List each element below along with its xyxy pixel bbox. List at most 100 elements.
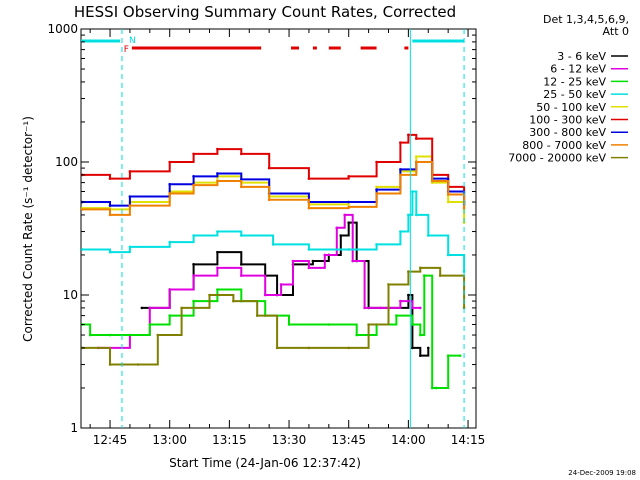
- y-axis-label: Corrected Count Rate (s⁻¹ detector⁻¹): [21, 116, 35, 342]
- series-point-8: [136, 363, 140, 366]
- series-point-3: [128, 245, 132, 249]
- series-point-3: [271, 243, 275, 246]
- series-point-3: [375, 243, 378, 246]
- series-point-7: [307, 206, 311, 210]
- y-tick-label: 10: [63, 288, 78, 302]
- legend-label-4: 50 - 100 keV: [536, 101, 606, 114]
- footer-timestamp: 24-Dec-2009 19:08: [568, 469, 636, 477]
- series-point-8: [462, 306, 466, 310]
- series-point-6: [168, 182, 172, 186]
- series-point-1: [399, 299, 402, 303]
- series-point-1: [323, 253, 327, 257]
- series-point-6: [128, 195, 132, 198]
- series-point-3: [307, 248, 311, 251]
- series-point-1: [335, 226, 339, 230]
- series-point-3: [192, 234, 195, 237]
- series-point-8: [255, 314, 259, 317]
- series-point-2: [108, 333, 112, 337]
- x-tick-label: 14:00: [391, 433, 426, 447]
- series-point-2: [434, 386, 438, 390]
- series-point-2: [192, 299, 195, 303]
- series-point-1: [192, 274, 195, 277]
- y-tick-label: 1000: [47, 22, 78, 36]
- series-point-6: [108, 204, 112, 207]
- series-point-8: [407, 270, 410, 273]
- series-point-8: [180, 306, 183, 310]
- legend-label-2: 12 - 25 keV: [543, 75, 606, 88]
- legend-header-1: Att 0: [603, 25, 629, 38]
- series-point-0: [192, 263, 195, 266]
- series-point-5: [216, 147, 219, 151]
- series-point-1: [279, 283, 283, 286]
- series-line-3: [82, 190, 466, 272]
- series-point-3: [347, 248, 351, 251]
- series-point-8: [347, 346, 351, 350]
- series-point-3: [407, 213, 410, 217]
- series-point-2: [411, 323, 414, 326]
- legend-label-8: 7000 - 20000 keV: [508, 152, 606, 165]
- series-point-4: [446, 200, 450, 204]
- series-point-3: [80, 248, 84, 251]
- series-point-2: [395, 314, 398, 317]
- series-point-2: [287, 323, 291, 326]
- series-point-0: [411, 346, 414, 350]
- series-point-2: [422, 274, 426, 277]
- series-point-1: [419, 306, 422, 310]
- series-point-2: [355, 333, 358, 337]
- series-point-5: [399, 141, 402, 144]
- attenuator-label: N: [129, 36, 136, 46]
- series-point-7: [347, 205, 351, 209]
- series-point-7: [240, 185, 243, 189]
- series-point-3: [446, 253, 450, 257]
- series-point-8: [307, 346, 311, 350]
- series-point-2: [430, 386, 434, 390]
- series-line-2: [82, 274, 461, 389]
- series-line-4: [82, 155, 466, 223]
- legend-label-1: 6 - 12 keV: [550, 63, 606, 76]
- series-point-0: [140, 306, 144, 310]
- plot-frame-layer: [80, 28, 477, 429]
- series-point-5: [192, 152, 195, 156]
- series-point-0: [240, 263, 243, 266]
- series-point-0: [311, 259, 315, 263]
- series-point-3: [240, 234, 243, 237]
- series-point-1: [351, 259, 354, 263]
- series-point-1: [216, 266, 219, 270]
- series-point-2: [216, 288, 219, 291]
- series-point-8: [275, 346, 279, 350]
- series-point-0: [407, 293, 410, 297]
- series-point-1: [263, 293, 267, 297]
- series-point-7: [446, 193, 450, 196]
- series-layer: [80, 133, 466, 390]
- series-point-8: [232, 299, 235, 303]
- series-point-3: [399, 230, 402, 233]
- series-point-1: [168, 288, 172, 291]
- series-point-4: [375, 185, 378, 189]
- series-point-7: [80, 208, 84, 211]
- series-point-8: [419, 266, 422, 270]
- series-point-4: [415, 155, 418, 158]
- series-point-8: [208, 293, 211, 297]
- legend-label-0: 3 - 6 keV: [557, 50, 606, 63]
- series-point-0: [216, 250, 219, 254]
- series-line-8: [82, 266, 466, 366]
- series-point-8: [438, 274, 442, 277]
- series-point-6: [375, 188, 378, 191]
- series-point-5: [128, 170, 132, 173]
- series-point-5: [347, 175, 351, 178]
- legend-label-7: 800 - 7000 keV: [522, 139, 606, 152]
- series-point-5: [407, 133, 410, 137]
- series-point-1: [411, 306, 414, 310]
- series-point-7: [375, 192, 378, 195]
- marker-layer: NF: [81, 29, 465, 428]
- series-point-1: [307, 266, 311, 270]
- series-point-3: [462, 270, 466, 273]
- y-tick-label: 100: [55, 155, 78, 169]
- plot-frame: [80, 28, 477, 429]
- series-point-2: [446, 354, 450, 357]
- series-point-7: [415, 160, 418, 164]
- series-point-7: [430, 179, 434, 183]
- series-point-6: [399, 168, 402, 171]
- series-point-3: [415, 213, 418, 217]
